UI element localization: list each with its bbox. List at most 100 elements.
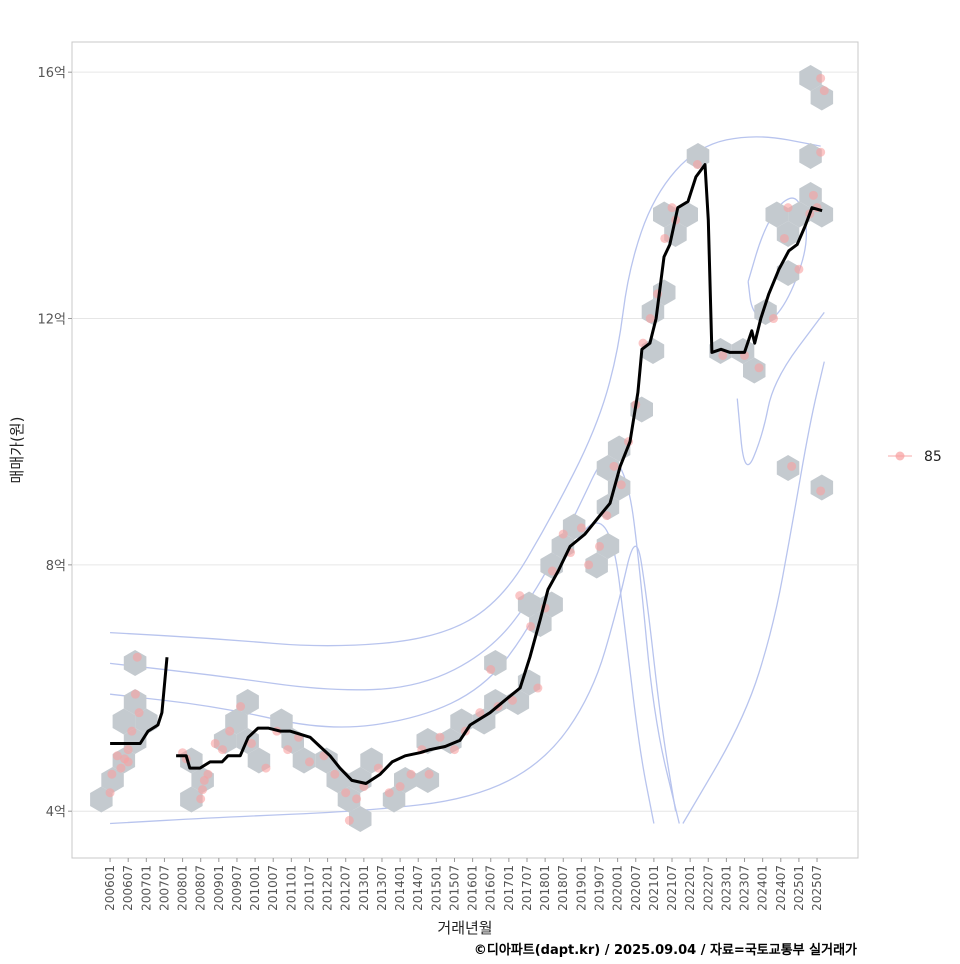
density-contour — [736, 311, 825, 466]
data-point — [449, 745, 459, 755]
data-point — [783, 203, 793, 213]
data-point — [384, 788, 394, 798]
data-point — [533, 683, 543, 693]
data-point — [373, 763, 383, 773]
hexbin — [585, 552, 608, 579]
data-point — [217, 745, 227, 755]
x-tick-label: 202401 — [756, 865, 770, 911]
data-point — [330, 769, 340, 779]
data-point — [794, 264, 804, 274]
x-tick-label: 200807 — [194, 865, 208, 911]
x-tick-label: 202201 — [683, 865, 697, 911]
data-point — [341, 788, 351, 798]
data-point — [123, 757, 133, 767]
hexbin — [765, 201, 789, 228]
y-tick-label: 4억 — [46, 805, 66, 820]
x-tick-label: 201107 — [303, 865, 317, 911]
x-tick-label: 201101 — [284, 865, 298, 911]
hexbin — [799, 65, 822, 91]
x-tick-label: 201407 — [411, 865, 425, 911]
x-tick-label: 201401 — [393, 865, 407, 911]
data-point — [816, 147, 826, 157]
density-contour — [110, 136, 821, 647]
data-point — [486, 665, 496, 675]
data-point — [352, 794, 362, 804]
data-point — [667, 203, 677, 213]
hexbin — [101, 767, 124, 793]
x-tick-label: 201707 — [520, 865, 534, 911]
data-point — [236, 702, 246, 712]
x-axis-label: 거래년월 — [437, 919, 492, 937]
data-point — [526, 621, 536, 631]
hexbin — [596, 455, 620, 481]
x-tick-label: 200601 — [103, 865, 117, 911]
x-tick-label: 201001 — [248, 865, 262, 911]
x-axis: 200601 200607 200701 200707 200801 200807 2009… — [103, 858, 824, 911]
x-tick-label: 202301 — [719, 865, 733, 911]
density-contour — [682, 361, 825, 824]
data-point — [304, 757, 314, 767]
median-line-segment — [176, 163, 823, 785]
data-point — [225, 726, 235, 736]
data-point — [424, 769, 434, 779]
x-tick-label: 201007 — [266, 865, 280, 911]
hexbin — [349, 806, 372, 832]
data-point — [198, 785, 208, 795]
hexbin — [788, 201, 811, 228]
data-point — [134, 708, 144, 718]
x-tick-label: 201301 — [357, 865, 371, 911]
data-point — [283, 745, 293, 755]
data-point — [660, 233, 670, 243]
density-contour — [109, 457, 680, 824]
data-point — [395, 782, 405, 792]
data-point — [645, 314, 655, 324]
x-tick-label: 200907 — [230, 865, 244, 911]
y-axis-label: 매매가(원) — [8, 417, 26, 484]
y-tick-label: 8억 — [46, 559, 66, 574]
grid — [72, 71, 858, 812]
x-tick-label: 202101 — [647, 865, 661, 911]
data-point — [123, 745, 133, 755]
data-point — [116, 763, 126, 773]
median-line — [110, 163, 823, 785]
data-point — [692, 160, 702, 170]
x-tick-label: 202001 — [611, 865, 625, 911]
data-point — [203, 769, 213, 779]
y-tick-label: 16억 — [37, 66, 66, 81]
x-tick-label: 201907 — [593, 865, 607, 911]
x-tick-label: 202507 — [810, 865, 824, 911]
data-point — [507, 695, 517, 705]
x-tick-label: 202501 — [792, 865, 806, 911]
legend-label: 85 — [924, 449, 942, 465]
data-point — [261, 763, 271, 773]
legend: 85 — [888, 449, 942, 465]
data-point — [107, 769, 117, 779]
data-point — [816, 486, 826, 496]
hexbin — [675, 201, 698, 228]
hexbin — [292, 747, 316, 774]
x-tick-label: 201307 — [375, 865, 389, 911]
data-point — [475, 708, 485, 718]
x-tick-label: 200707 — [157, 865, 171, 911]
data-point — [779, 233, 789, 243]
x-tick-label: 200901 — [212, 865, 226, 911]
data-point — [406, 769, 416, 779]
density-contour — [110, 545, 677, 825]
data-point — [105, 788, 115, 798]
y-tick-label: 12억 — [37, 313, 66, 328]
data-point — [787, 461, 797, 471]
data-point — [112, 751, 122, 761]
data-point — [819, 86, 829, 96]
x-tick-label: 200801 — [176, 865, 190, 911]
data-point — [344, 815, 354, 825]
x-tick-label: 202007 — [629, 865, 643, 911]
data-point — [595, 541, 605, 551]
data-point — [754, 363, 764, 373]
density-contour — [109, 522, 655, 824]
data-point — [130, 689, 140, 699]
x-tick-label: 201701 — [502, 865, 516, 911]
x-tick-label: 201607 — [484, 865, 498, 911]
x-tick-label: 201507 — [448, 865, 462, 911]
x-tick-label: 201807 — [556, 865, 570, 911]
